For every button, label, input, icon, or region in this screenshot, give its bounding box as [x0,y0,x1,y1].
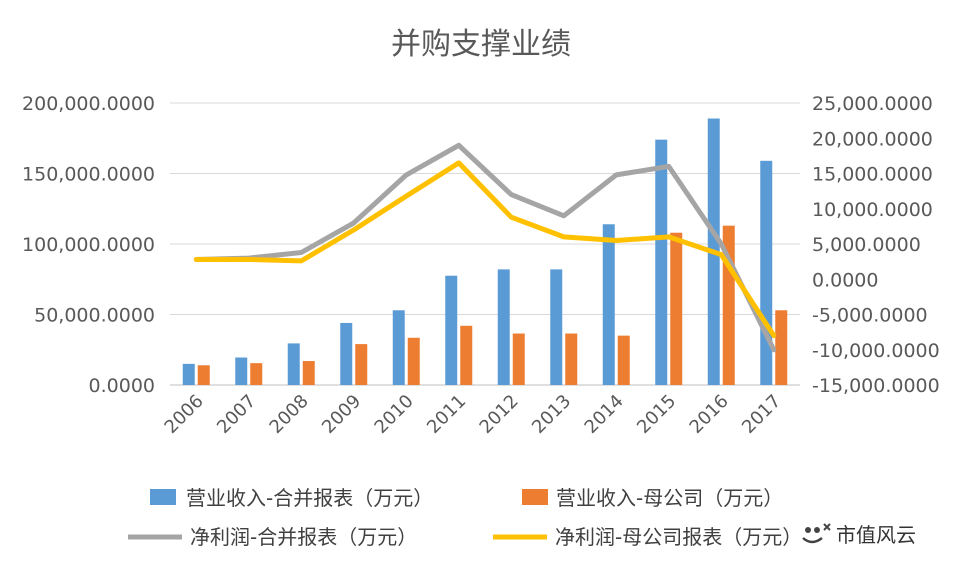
left-tick-label: 200,000.0000 [22,93,155,115]
x-tick-label: 2013 [528,391,575,438]
bar-revenue-consolidated [550,269,563,385]
right-tick-label: 5,000.0000 [812,234,921,256]
bar-revenue-consolidated [392,310,405,385]
bar-revenue-parent [617,335,630,385]
bar-revenue-parent [670,232,683,385]
x-axis-ticks: 2006 2007 2008 2009 2010 2011 2012 2013 2014 2015… [161,391,786,438]
watermark-logo-icon [802,523,831,544]
left-tick-label: 150,000.0000 [22,164,155,186]
watermark-text: 市值风云 [836,523,916,547]
gridlines [170,102,800,386]
right-tick-label: 20,000.0000 [812,128,933,150]
legend-swatch-revenue-parent [522,489,548,505]
legend-label-profit-parent: 净利润-母公司报表（万元） [555,525,802,549]
legend: 营业收入-合并报表（万元） 营业收入-母公司（万元） 净利润-合并报表（万元） … [128,486,802,549]
x-tick-label: 2008 [266,391,313,438]
watermark: 市值风云 [802,523,916,547]
bar-revenue-consolidated [182,363,195,385]
x-tick-label: 2011 [423,391,470,438]
bar-revenue-consolidated [235,357,248,385]
bar-revenue-consolidated [340,322,353,385]
legend-label-revenue-parent: 营业收入-母公司（万元） [556,486,783,510]
x-tick-label: 2007 [213,391,260,438]
bar-revenue-consolidated [497,269,510,385]
bar-revenue-consolidated [602,224,615,385]
bar-revenue-consolidated [655,139,668,385]
bar-revenue-parent [302,361,315,385]
legend-label-revenue-consolidated: 营业收入-合并报表（万元） [186,486,433,510]
right-tick-label: -10,000.0000 [812,340,940,362]
x-tick-label: 2017 [738,391,785,438]
x-tick-label: 2009 [318,391,365,438]
bar-revenue-consolidated [760,160,773,385]
left-axis-ticks: 200,000.0000 150,000.0000 100,000.0000 50,0… [22,93,155,397]
bar-revenue-parent [197,365,210,385]
bar-revenue-parent [355,344,368,385]
bar-revenue-consolidated [287,343,300,385]
legend-label-profit-consolidated: 净利润-合并报表（万元） [190,525,417,549]
bar-revenue-parent [775,310,788,385]
right-tick-label: 10,000.0000 [812,199,933,221]
bar-revenue-parent [250,363,263,385]
left-tick-label: 50,000.0000 [34,305,155,327]
line-profit-consolidated [193,142,777,353]
right-tick-label: 25,000.0000 [812,93,933,115]
bars [182,118,788,385]
right-axis-ticks: 25,000.0000 20,000.0000 15,000.0000 10,000.… [812,93,940,397]
right-tick-label: -15,000.0000 [812,375,940,397]
bar-revenue-parent [512,333,525,385]
right-tick-label: 0.0000 [812,269,878,291]
bar-revenue-consolidated [445,275,458,385]
x-tick-label: 2015 [633,391,680,438]
left-tick-label: 100,000.0000 [22,234,155,256]
legend-swatch-revenue-consolidated [150,489,176,505]
chart-title: 并购支撑业绩 [391,27,571,62]
bar-revenue-parent [407,337,420,385]
right-tick-label: -5,000.0000 [812,305,928,327]
bar-revenue-parent [565,333,578,385]
x-tick-label: 2016 [686,391,733,438]
line-profit-parent [193,160,777,339]
x-tick-label: 2012 [476,391,523,438]
lines [193,142,777,353]
x-tick-label: 2014 [581,391,628,438]
x-tick-label: 2010 [371,391,418,438]
left-tick-label: 0.0000 [89,375,155,397]
x-tick-label: 2006 [161,391,208,438]
right-tick-label: 15,000.0000 [812,164,933,186]
bar-revenue-parent [460,325,473,385]
